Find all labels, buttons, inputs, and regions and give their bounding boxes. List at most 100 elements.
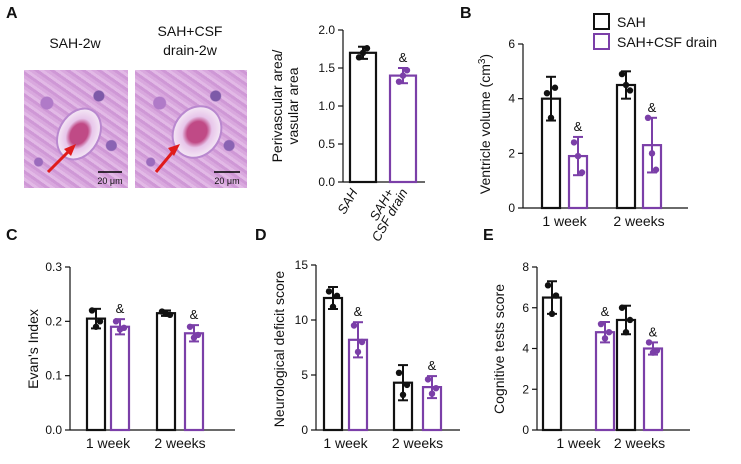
y-tick-label: 4 xyxy=(508,92,515,106)
y-tick-label: 5 xyxy=(301,368,308,382)
panel-letter-b: B xyxy=(460,5,472,22)
y-axis-label-sup: 3 xyxy=(477,58,488,64)
data-point xyxy=(544,282,552,289)
bar xyxy=(615,318,637,432)
data-point xyxy=(618,70,626,78)
arrow-icon xyxy=(154,144,180,173)
x-tick-label: 2 weeks xyxy=(154,435,205,451)
legend-swatch-sah-csf-drain xyxy=(593,33,610,50)
y-tick-label: 0.3 xyxy=(45,260,62,274)
data-point xyxy=(548,310,556,318)
chart-d: 0 5 10 15 & & 1 week 2 weeks xyxy=(295,258,460,451)
y-tick-label: 6 xyxy=(508,37,515,51)
significance-marker: & xyxy=(399,50,408,65)
significance-marker: & xyxy=(190,307,199,322)
data-point xyxy=(626,87,634,94)
bar xyxy=(388,74,418,184)
significance-marker: & xyxy=(428,358,437,373)
panel-letter-a: A xyxy=(6,5,18,22)
data-point xyxy=(424,376,432,383)
bar xyxy=(615,83,637,210)
data-point xyxy=(395,78,403,85)
panel-letter-e: E xyxy=(483,227,494,244)
y-axis-label-end: ) xyxy=(477,54,493,59)
y-tick-label: 0 xyxy=(522,423,529,437)
y-axis-label: Evan's Index xyxy=(25,309,41,389)
bar xyxy=(109,325,131,432)
y-axis-label-text: Ventricle volume (cm xyxy=(477,64,493,194)
panel-letter-c: C xyxy=(6,227,18,244)
data-point xyxy=(355,54,363,61)
y-tick-label: 0.0 xyxy=(45,423,62,437)
data-point xyxy=(359,49,367,56)
y-tick-label: 2 xyxy=(522,382,529,396)
chart-a: 0.0 0.5 1.0 1.5 2.0 & xyxy=(318,23,425,189)
y-axis-label-line1: Perivascular area/ xyxy=(269,49,285,162)
y-axis-label: Ventricle volume (cm3) xyxy=(477,54,493,194)
chart-c: 0.0 0.1 0.2 0.3 & & 1 week 2 weeks xyxy=(45,260,235,451)
image-label-drain-2w: drain-2w xyxy=(163,42,218,58)
data-point xyxy=(601,335,609,342)
y-tick-label: 2 xyxy=(508,146,515,160)
bar xyxy=(541,296,563,432)
data-point xyxy=(403,381,411,389)
data-point xyxy=(653,347,661,354)
x-tick-label: 2 weeks xyxy=(614,435,665,451)
x-tick-label: 2 weeks xyxy=(392,435,443,451)
y-tick-label: 6 xyxy=(522,301,529,315)
y-tick-label: 2.0 xyxy=(318,23,335,37)
y-axis-label: Neurological deficit score xyxy=(271,271,287,428)
arrow-icon xyxy=(46,144,76,174)
y-tick-label: 0 xyxy=(301,423,308,437)
data-point xyxy=(574,152,582,160)
data-point xyxy=(329,303,337,310)
bar xyxy=(322,296,344,432)
bar xyxy=(155,312,177,432)
bar xyxy=(183,332,205,432)
data-point xyxy=(648,150,656,157)
x-tick-label: 1 week xyxy=(556,435,601,451)
data-point xyxy=(570,139,578,146)
data-point xyxy=(92,323,100,330)
y-tick-label: 0.5 xyxy=(318,137,335,151)
y-tick-label: 4 xyxy=(522,342,529,356)
y-tick-label: 10 xyxy=(295,313,309,327)
data-point xyxy=(399,72,407,79)
y-axis-label-line2: vasular area xyxy=(285,67,301,144)
y-axis-label: Cognitive tests score xyxy=(491,284,507,414)
data-point xyxy=(618,304,626,311)
data-point xyxy=(543,90,551,97)
data-point xyxy=(120,324,128,332)
micrograph-sah-csf-drain xyxy=(135,70,247,188)
legend-swatch-sah xyxy=(593,13,610,30)
significance-marker: & xyxy=(116,301,125,316)
data-point xyxy=(363,45,371,52)
data-point xyxy=(547,114,555,122)
data-point xyxy=(354,348,362,356)
data-point xyxy=(325,288,333,295)
chart-b: 0 2 4 6 & & 1 week 2 weeks xyxy=(508,37,688,229)
data-point xyxy=(597,320,605,328)
data-point xyxy=(652,166,660,173)
data-point xyxy=(645,339,653,346)
y-tick-label: 0.2 xyxy=(45,314,62,328)
data-point xyxy=(622,81,630,89)
data-point xyxy=(626,316,634,324)
legend-label-sah: SAH xyxy=(617,14,646,30)
x-tick-label: 1 week xyxy=(542,213,587,229)
data-point xyxy=(166,311,174,319)
scale-bar-label: 20 μm xyxy=(214,176,239,186)
data-point xyxy=(112,318,120,325)
y-tick-label: 8 xyxy=(522,260,529,274)
y-tick-label: 0.0 xyxy=(318,175,335,189)
data-point xyxy=(578,169,586,176)
y-tick-label: 15 xyxy=(295,258,309,272)
data-point xyxy=(395,369,403,376)
data-point xyxy=(552,292,560,299)
data-point xyxy=(622,329,630,336)
x-tick-label-sah: SAH xyxy=(334,185,361,216)
scale-bar-label: 20 μm xyxy=(97,176,122,186)
legend-label-sah-csf-drain: SAH+CSF drain xyxy=(617,34,717,50)
x-tick-label: 1 week xyxy=(86,435,131,451)
data-point xyxy=(194,331,202,339)
